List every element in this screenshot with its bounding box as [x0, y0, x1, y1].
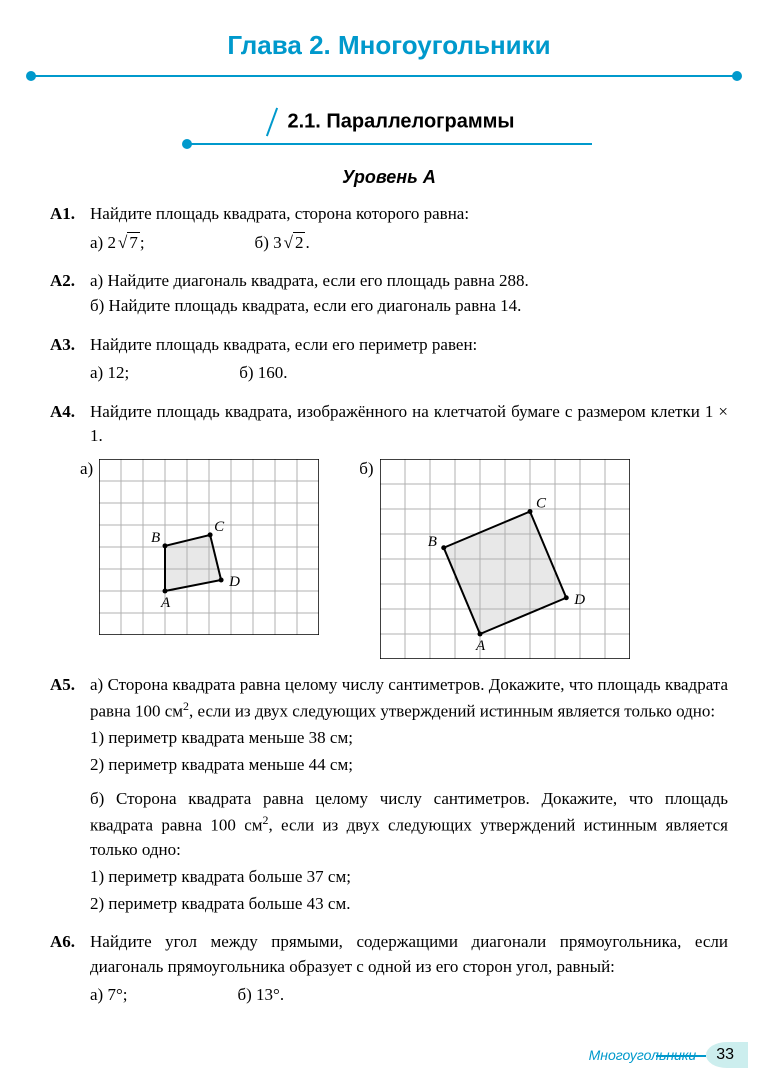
- problem-a4: А4. Найдите площадь квадрата, изображённ…: [50, 400, 728, 659]
- option-b: б) 160.: [239, 361, 287, 386]
- problem-a6: А6. Найдите угол между прямыми, содержащ…: [50, 930, 728, 1008]
- svg-text:C: C: [536, 496, 547, 512]
- problem-a2: А2. а) Найдите диагональ квадрата, если …: [50, 269, 728, 318]
- svg-text:D: D: [228, 574, 240, 590]
- a5-a-1: 1) периметр квадрата меньше 38 см;: [90, 726, 728, 751]
- problem-a1: А1. Найдите площадь квадрата, сторона ко…: [50, 202, 728, 255]
- section-title-text: 2.1. Параллелограммы: [287, 110, 514, 132]
- option-a: а) 12;: [90, 361, 129, 386]
- figure-label: б): [359, 457, 373, 482]
- problem-body: Найдите площадь квадрата, сторона которо…: [90, 202, 728, 255]
- a5-b-2: 2) периметр квадрата больше 43 см.: [90, 892, 728, 917]
- svg-text:A: A: [160, 595, 171, 611]
- section-title: 2.1. Параллелограммы: [50, 109, 728, 135]
- page-footer: Многоугольники 33: [589, 1042, 748, 1068]
- problem-a5: А5. а) Сторона квадрата равна целому чис…: [50, 673, 728, 916]
- problem-body: Найдите площадь квадрата, изображённого …: [90, 400, 728, 659]
- svg-text:D: D: [573, 592, 585, 608]
- line-b: б) Найдите площадь квадрата, если его ди…: [90, 294, 728, 319]
- option-a: а) 27;: [90, 231, 145, 256]
- chapter-title: Глава 2. Многоугольники: [50, 30, 728, 61]
- figure-a: а) A B C D: [80, 459, 319, 659]
- problem-text: Найдите угол между прямыми, содержащими …: [90, 932, 728, 976]
- problem-text: Найдите площадь квадрата, если его перим…: [90, 335, 477, 354]
- problem-label: А1.: [50, 202, 90, 255]
- option-b: б) 32.: [255, 231, 310, 256]
- a5-b-1: 1) периметр квадрата больше 37 см;: [90, 865, 728, 890]
- svg-text:A: A: [475, 638, 486, 654]
- grid-b: A B C D: [380, 459, 630, 659]
- problem-body: Найдите угол между прямыми, содержащими …: [90, 930, 728, 1008]
- problem-a3: А3. Найдите площадь квадрата, если его п…: [50, 333, 728, 386]
- line-a: а) Найдите диагональ квадрата, если его …: [90, 269, 728, 294]
- option-a: а) 7°;: [90, 983, 127, 1008]
- problem-text: Найдите площадь квадрата, сторона которо…: [90, 204, 469, 223]
- problem-body: а) Сторона квадрата равна целому числу с…: [90, 673, 728, 916]
- problem-label: А2.: [50, 269, 90, 318]
- level-header: Уровень А: [50, 167, 728, 188]
- chapter-divider: [50, 69, 728, 89]
- problem-body: а) Найдите диагональ квадрата, если его …: [90, 269, 728, 318]
- section-divider: [186, 139, 593, 151]
- svg-text:C: C: [214, 519, 225, 535]
- figure-label: а): [80, 457, 93, 482]
- page-number: 33: [706, 1042, 748, 1068]
- figure-b: б) A B C D: [359, 459, 629, 659]
- problem-body: Найдите площадь квадрата, если его перим…: [90, 333, 728, 386]
- problem-text: Найдите площадь квадрата, изображённого …: [90, 402, 728, 446]
- problem-label: А5.: [50, 673, 90, 916]
- a5-a-2: 2) периметр квадрата меньше 44 см;: [90, 753, 728, 778]
- problem-label: А3.: [50, 333, 90, 386]
- svg-text:B: B: [151, 530, 160, 546]
- svg-text:B: B: [427, 534, 436, 550]
- option-b: б) 13°.: [237, 983, 284, 1008]
- grid-a: A B C D: [99, 459, 319, 635]
- problem-label: А6.: [50, 930, 90, 1008]
